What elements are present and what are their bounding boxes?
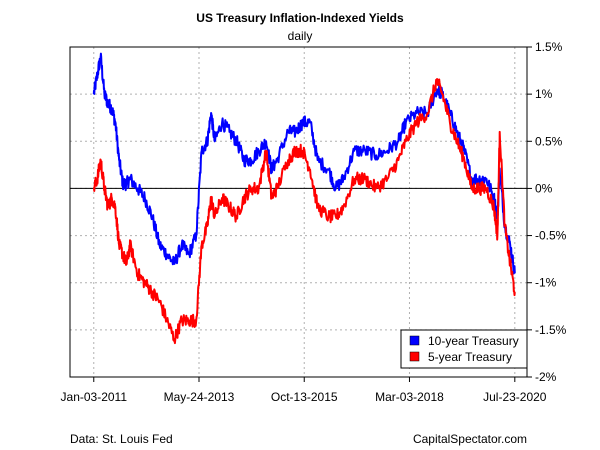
series-line-5-year (92, 78, 516, 345)
series-layer (92, 52, 516, 345)
legend-box (400, 329, 528, 369)
y-tick-label: -0.5% (535, 229, 567, 243)
plot-frame (69, 46, 528, 378)
y-tick-label: 0.5% (535, 134, 563, 148)
y-tick-label: -1% (535, 276, 557, 290)
x-tick-label: Mar-03-2018 (375, 390, 444, 404)
legend-label-5-year: 5-year Treasury (428, 350, 512, 364)
y-tick-label: 0% (535, 181, 553, 195)
x-axis: Jan-03-2011 May-24-2013 Oct-13-2015 Mar-03-… (61, 377, 547, 404)
y-tick-label: -2% (535, 370, 557, 384)
series-line-10-year (92, 52, 516, 275)
y-tick-label: 1% (535, 87, 553, 101)
legend: 10-year Treasury 5-year Treasury (400, 329, 528, 369)
grid (70, 46, 527, 378)
x-tick-label: Jan-03-2011 (61, 390, 128, 404)
y-axis: 1.5% 1% 0.5% 0% -0.5% -1% -1.5% -2% (527, 40, 567, 384)
y-tick-label: -1.5% (535, 323, 567, 337)
legend-swatch-10-year (409, 335, 420, 346)
legend-swatch-5-year (409, 351, 420, 362)
x-tick-label: May-24-2013 (164, 390, 235, 404)
chart-subtitle: daily (288, 29, 313, 43)
x-tick-label: Oct-13-2015 (271, 390, 338, 404)
footer-source: Data: St. Louis Fed (70, 432, 173, 446)
y-tick-label: 1.5% (535, 40, 563, 54)
chart-title: US Treasury Inflation-Indexed Yields (196, 11, 404, 25)
footer-brand: CapitalSpectator.com (413, 432, 527, 446)
legend-label-10-year: 10-year Treasury (428, 334, 519, 348)
x-tick-label: Jul-23-2020 (483, 390, 547, 404)
